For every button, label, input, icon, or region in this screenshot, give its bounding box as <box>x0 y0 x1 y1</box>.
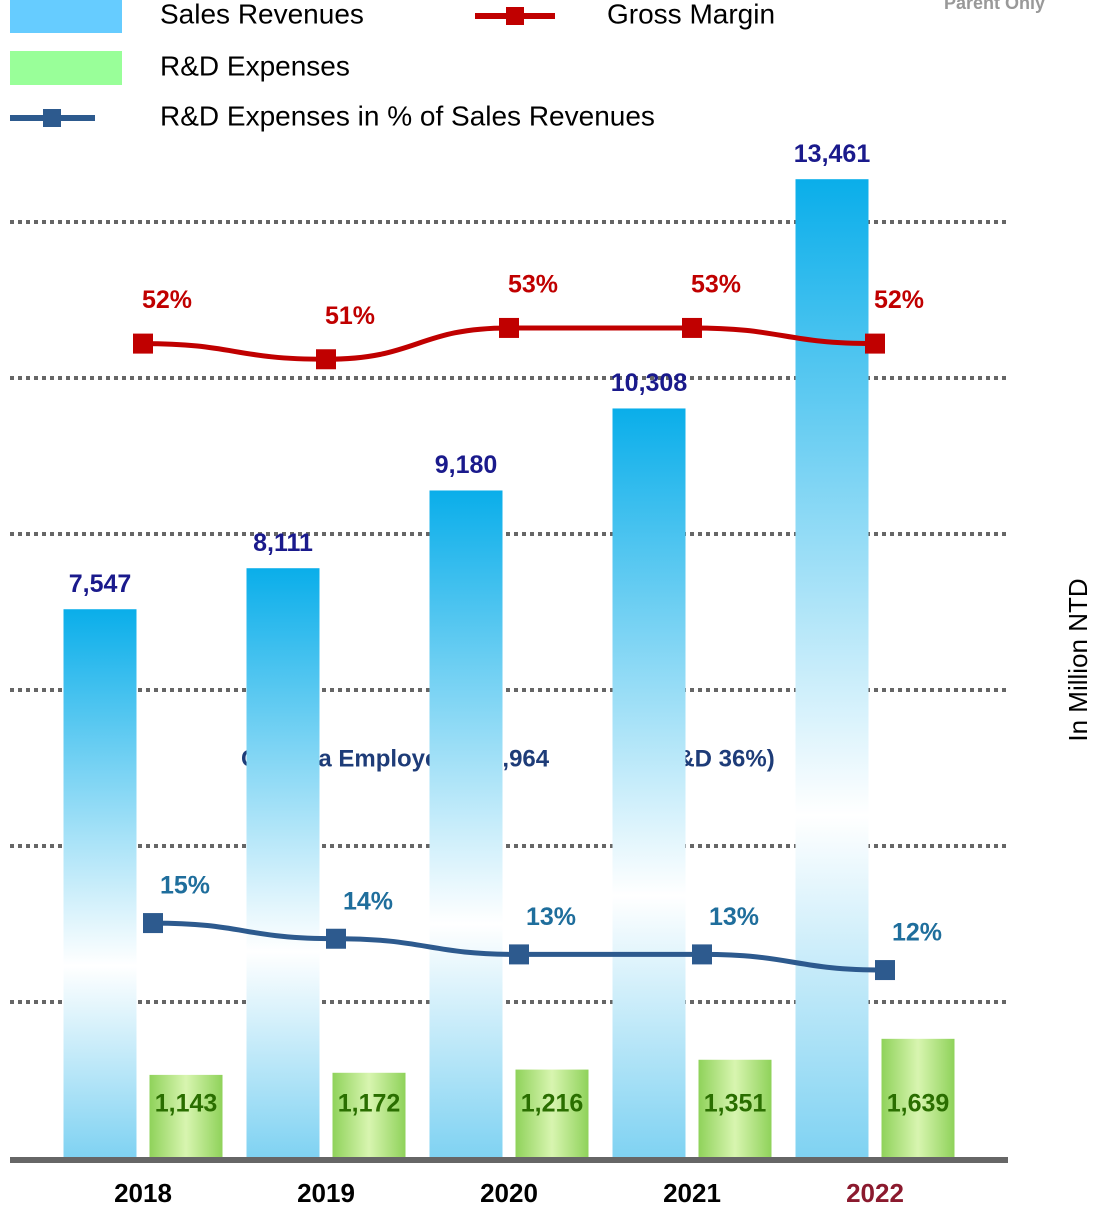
grid-lines <box>10 220 1008 1004</box>
legend-marker <box>43 109 61 127</box>
data-label: 51% <box>325 302 375 330</box>
bar <box>881 1038 955 1158</box>
x-tick-label: 2021 <box>663 1178 721 1208</box>
line-marker <box>326 928 346 949</box>
line-marker <box>865 333 885 354</box>
legend-label: R&D Expenses in % of Sales Revenues <box>160 100 655 131</box>
data-label: 12% <box>892 919 942 947</box>
bar <box>515 1069 589 1158</box>
line-marker <box>692 944 712 965</box>
data-label: 1,143 <box>155 1090 218 1118</box>
data-label: 13% <box>526 903 576 931</box>
data-label: 52% <box>142 286 192 314</box>
line-marker <box>316 349 336 370</box>
plot: 2018 2019 2020 2021 2022 7,547 8,111 9,180 10,30… <box>63 140 955 1208</box>
data-label: 1,216 <box>521 1090 584 1118</box>
data-label: 10,308 <box>611 369 688 397</box>
data-label: 8,111 <box>253 529 313 557</box>
bar <box>429 490 503 1158</box>
legend-marker <box>506 7 524 25</box>
data-label: 13,461 <box>794 140 871 168</box>
data-label: 1,639 <box>887 1090 950 1118</box>
data-label: 53% <box>508 271 558 299</box>
bar <box>795 179 869 1158</box>
legend-swatch <box>10 0 122 33</box>
data-label: 13% <box>709 903 759 931</box>
legend-swatch <box>10 51 122 85</box>
line-marker <box>133 333 153 354</box>
line-marker <box>509 944 529 965</box>
line-marker <box>682 317 702 338</box>
bar <box>246 568 320 1158</box>
x-tick-label: 2019 <box>297 1178 355 1208</box>
data-label: 52% <box>874 286 924 314</box>
data-label: 15% <box>160 872 210 900</box>
line-marker <box>499 317 519 338</box>
legend-label: Gross Margin <box>607 0 775 29</box>
x-tick-label: 2022 <box>846 1178 904 1208</box>
data-label: 1,351 <box>704 1090 767 1118</box>
data-label: 7,547 <box>69 570 132 598</box>
data-label: 14% <box>343 887 393 915</box>
x-tick-label: 2018 <box>114 1178 172 1208</box>
bar <box>612 408 686 1158</box>
y-axis-label: In Million NTD <box>1063 578 1093 741</box>
legend-label: R&D Expenses <box>160 50 350 81</box>
bar <box>149 1074 223 1158</box>
bar <box>63 609 137 1158</box>
data-label: 53% <box>691 271 741 299</box>
data-label: 9,180 <box>435 451 498 479</box>
bar <box>332 1072 406 1158</box>
line-marker <box>875 960 895 981</box>
line-marker <box>143 913 163 934</box>
data-label: 1,172 <box>338 1090 401 1118</box>
x-tick-label: 2020 <box>480 1178 538 1208</box>
subtitle: Parent Only <box>944 0 1045 13</box>
legend-label: Sales Revenues <box>160 0 364 29</box>
bar <box>698 1059 772 1158</box>
